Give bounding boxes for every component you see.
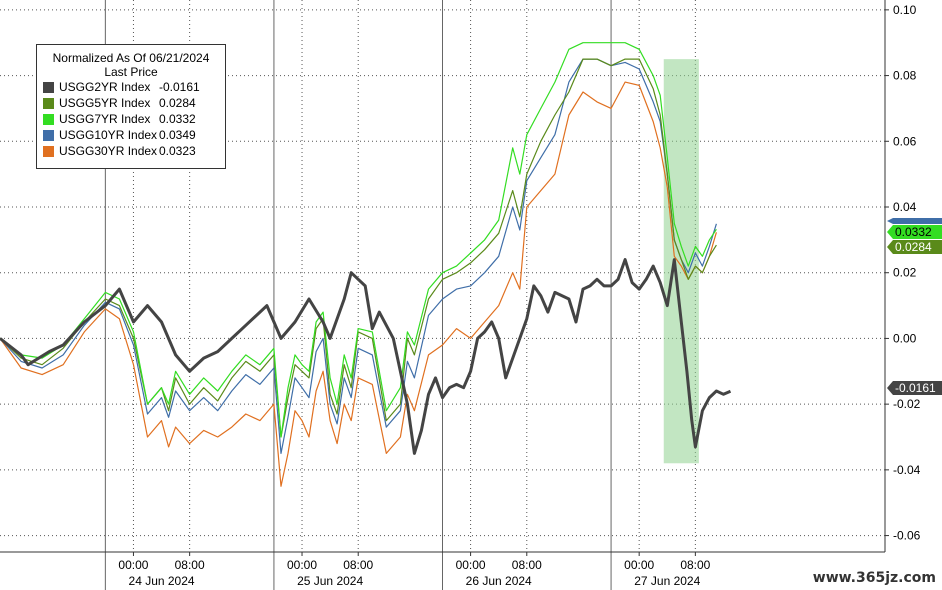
legend-rows: USGG2YR Index -0.0161 USGG5YR Index 0.0284 U… — [43, 79, 219, 159]
chart-legend: Normalized As Of 06/21/2024 Last Price U… — [36, 44, 226, 169]
last-value-tag-text: 0.0284 — [895, 240, 932, 254]
legend-swatch — [43, 129, 54, 141]
legend-series-name: USGG5YR Index — [59, 96, 151, 110]
series-line-usgg2yr — [0, 258, 732, 455]
last-value-tag-usgg10yr — [887, 218, 942, 224]
y-tick-label: 0.02 — [893, 266, 917, 280]
last-value-tag-text: 0.0332 — [895, 225, 932, 239]
axis-layer: 0.10 0.08 0.06 0.04 0.02 0.00 -0.02 -0.04 -0.06 0… — [0, 0, 921, 588]
series-line-usgg5yr — [0, 58, 717, 438]
legend-swatch — [43, 81, 54, 93]
series-line-usgg10yr — [0, 58, 717, 454]
legend-series-value: 0.0284 — [159, 96, 196, 110]
last-value-tag-usgg2yr: -0.0161 — [887, 381, 942, 395]
x-tick-label: 00:00 — [624, 558, 654, 572]
y-tick-label: 0.10 — [893, 3, 917, 17]
watermark: www.365jz.com — [812, 570, 936, 586]
legend-title: Normalized As Of 06/21/2024 — [52, 51, 210, 65]
legend-entry: USGG30YR Index 0.0323 — [43, 143, 219, 159]
day-label: 27 Jun 2024 — [634, 574, 700, 588]
x-tick-label: 08:00 — [512, 558, 542, 572]
legend-series-value: 0.0323 — [159, 144, 196, 158]
legend-entry: USGG5YR Index 0.0284 — [43, 95, 219, 111]
y-tick-label: 0.08 — [893, 69, 917, 83]
legend-entry: USGG10YR Index 0.0349 — [43, 127, 219, 143]
legend-subtitle: Last Price — [104, 65, 158, 79]
legend-series-value: -0.0161 — [159, 80, 200, 94]
series-line-usgg30yr — [0, 81, 717, 487]
last-value-tag-usgg7yr: 0.0332 — [887, 225, 942, 239]
last-value-tag-shape — [887, 240, 942, 254]
x-tick-label: 00:00 — [456, 558, 486, 572]
day-label: 24 Jun 2024 — [129, 574, 195, 588]
legend-series-value: 0.0332 — [159, 112, 196, 126]
day-label: 25 Jun 2024 — [297, 574, 363, 588]
legend-series-value: 0.0349 — [159, 128, 196, 142]
x-tick-label: 00:00 — [118, 558, 148, 572]
legend-swatch — [43, 97, 54, 109]
last-value-tag-text: -0.0161 — [895, 381, 936, 395]
legend-series-name: USGG7YR Index — [59, 112, 151, 126]
legend-swatch — [43, 145, 54, 157]
x-tick-label: 00:00 — [287, 558, 317, 572]
last-value-tag-shape — [887, 225, 942, 239]
y-tick-label: -0.02 — [893, 397, 921, 411]
x-tick-label: 08:00 — [343, 558, 373, 572]
series-layer — [0, 42, 732, 487]
series-line-usgg7yr — [0, 42, 717, 438]
y-tick-label: 0.00 — [893, 331, 917, 345]
last-value-tag-usgg5yr: 0.0284 — [887, 240, 942, 254]
last-value-tag-shape — [887, 381, 942, 395]
legend-series-name: USGG30YR Index — [59, 144, 158, 158]
legend-series-name: USGG2YR Index — [59, 80, 151, 94]
legend-series-name: USGG10YR Index — [59, 128, 158, 142]
legend-swatch — [43, 113, 54, 125]
day-label: 26 Jun 2024 — [466, 574, 532, 588]
last-value-tag-shape — [887, 218, 942, 224]
y-tick-label: -0.06 — [893, 529, 921, 543]
y-tick-label: 0.04 — [893, 200, 917, 214]
x-tick-label: 08:00 — [680, 558, 710, 572]
y-tick-label: -0.04 — [893, 463, 921, 477]
legend-entry: USGG2YR Index -0.0161 — [43, 79, 219, 95]
x-tick-label: 08:00 — [175, 558, 205, 572]
legend-entry: USGG7YR Index 0.0332 — [43, 111, 219, 127]
y-tick-label: 0.06 — [893, 134, 917, 148]
